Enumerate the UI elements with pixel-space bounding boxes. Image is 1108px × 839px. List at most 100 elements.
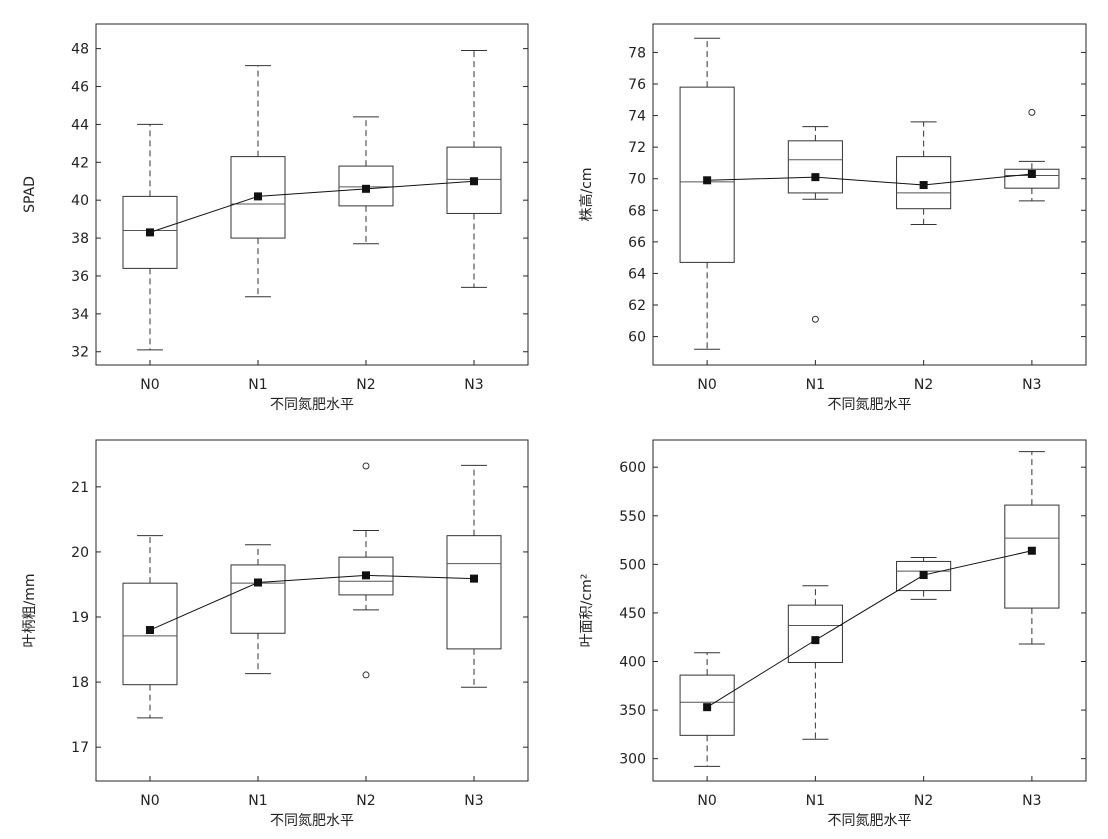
y-tick-label: 44	[71, 117, 89, 133]
mean-marker	[919, 571, 928, 580]
y-tick-label: 500	[619, 557, 646, 573]
mean-marker	[254, 192, 262, 201]
mean-marker	[362, 184, 370, 193]
y-tick-label: 78	[628, 45, 646, 61]
plot-frame	[95, 23, 529, 366]
mean-marker	[703, 176, 712, 185]
box-iqr	[896, 560, 952, 592]
mean-marker	[1027, 169, 1036, 178]
x-tick-label: N1	[806, 377, 825, 393]
outlier-point	[362, 671, 370, 679]
y-tick-label: 60	[628, 330, 646, 346]
y-tick-label: 20	[71, 545, 89, 561]
x-tick-label: N2	[914, 377, 933, 393]
y-tick-label: 36	[71, 269, 89, 285]
mean-line	[707, 173, 1032, 186]
x-tick-label: N0	[697, 793, 716, 809]
mean-marker	[703, 703, 712, 712]
outlier-point	[811, 315, 819, 323]
x-tick-label: N2	[914, 793, 933, 809]
y-tick-label: 400	[619, 655, 646, 671]
chart-panel-4: 300 350 400 450 500 550 600 N0 N1 N2 N3 不同氮肥水平 叶面积/c…	[579, 439, 1087, 829]
mean-marker	[811, 636, 820, 645]
x-tick-label: N1	[248, 793, 267, 809]
x-tick-label: N3	[464, 377, 483, 393]
box-N0	[679, 37, 735, 350]
box-N3	[446, 464, 502, 688]
y-axis-label: 株高/cm	[578, 167, 595, 221]
y-tick-label: 32	[71, 345, 89, 361]
box-iqr	[122, 195, 178, 269]
x-axis-label: 不同氮肥水平	[270, 397, 354, 413]
chart-panel-3: 17 18 19 20 21 N0 N1 N2 N3 不同氮肥水平 叶柄粗/mm	[22, 439, 529, 829]
y-tick-label: 66	[628, 235, 646, 251]
mean-line	[149, 180, 475, 233]
box-iqr	[230, 156, 286, 239]
chart-panel-2: 60 62 64 66 68 70 72 74 76 78 N0 N1 N2 N3 不同氮肥水平 株高/cm	[578, 23, 1087, 413]
x-axis-label: 不同氮肥水平	[828, 397, 912, 413]
box-N0	[122, 535, 178, 719]
x-tick-label: N0	[697, 377, 716, 393]
box-iqr	[679, 86, 735, 263]
y-tick-label: 17	[71, 740, 89, 756]
y-tick-label: 21	[71, 480, 89, 496]
box-iqr	[787, 140, 843, 194]
box-iqr	[338, 165, 394, 207]
x-tick-label: N3	[464, 793, 483, 809]
box-N0	[122, 123, 178, 351]
y-tick-label: 68	[628, 203, 646, 219]
y-tick-label: 19	[71, 610, 89, 626]
y-tick-label: 48	[71, 42, 89, 58]
mean-marker	[362, 571, 370, 580]
box-N1	[230, 544, 286, 675]
x-tick-label: N3	[1022, 793, 1041, 809]
y-tick-label: 70	[628, 172, 646, 188]
y-tick-label: 38	[71, 231, 89, 247]
y-axis-label: 叶面积/cm²	[579, 574, 595, 648]
mean-marker	[146, 626, 154, 635]
box-N2	[338, 116, 394, 245]
outlier-point	[1028, 108, 1036, 116]
y-tick-label: 18	[71, 675, 89, 691]
box-iqr	[446, 146, 502, 214]
mean-marker	[1027, 546, 1036, 555]
x-tick-label: N0	[140, 793, 159, 809]
y-axis-label: SPAD	[22, 176, 38, 213]
plot-frame	[652, 23, 1087, 366]
x-tick-label: N2	[356, 377, 375, 393]
y-tick-label: 40	[71, 193, 89, 209]
box-N2	[338, 462, 394, 679]
box-iqr	[230, 564, 286, 634]
box-iqr	[787, 604, 843, 663]
y-tick-label: 42	[71, 155, 89, 171]
box-N2	[896, 121, 952, 225]
box-N3	[1004, 108, 1060, 202]
box-N1	[787, 126, 843, 323]
box-iqr	[679, 674, 735, 736]
box-N0	[679, 652, 735, 767]
y-tick-label: 300	[619, 752, 646, 768]
box-N1	[230, 65, 286, 298]
mean-line	[706, 550, 1032, 708]
box-N1	[787, 585, 843, 740]
box-iqr	[1004, 168, 1060, 189]
box-iqr	[1004, 504, 1060, 609]
y-axis-label: 叶柄粗/mm	[22, 574, 38, 648]
y-tick-label: 62	[628, 298, 646, 314]
y-tick-label: 74	[628, 109, 646, 125]
box-iqr	[122, 582, 178, 686]
x-tick-label: N1	[248, 377, 267, 393]
mean-marker	[146, 228, 154, 237]
mean-marker	[811, 173, 820, 182]
x-tick-label: N0	[140, 377, 159, 393]
chart-panel-1: 32 34 36 38 40 42 44 46 48 N0 N1 N2 N3 不同氮肥水平 SPAD	[22, 23, 529, 413]
y-tick-label: 34	[71, 307, 89, 323]
plot-frame	[652, 439, 1087, 782]
x-tick-label: N3	[1022, 377, 1041, 393]
y-tick-label: 72	[628, 140, 646, 156]
y-tick-label: 64	[628, 266, 646, 282]
y-tick-label: 450	[619, 606, 646, 622]
x-tick-label: N1	[806, 793, 825, 809]
mean-marker	[470, 177, 478, 186]
